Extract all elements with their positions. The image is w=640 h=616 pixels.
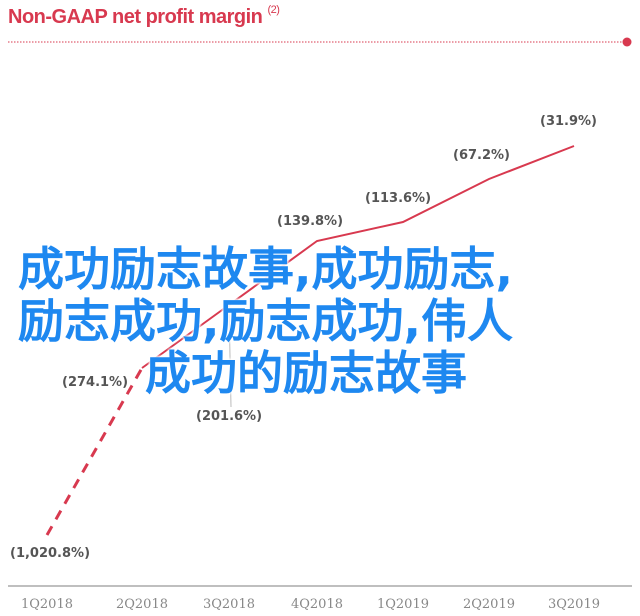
x-tick-label: 2Q2018 <box>116 597 168 612</box>
title-rule-dot <box>622 37 632 47</box>
x-tick-label: 3Q2018 <box>203 597 255 612</box>
data-label: (1,020.8%) <box>10 546 90 561</box>
data-label: (113.6%) <box>365 191 431 206</box>
series-line <box>141 145 575 369</box>
series-segment-dashed <box>45 367 144 536</box>
x-tick-label: 3Q2019 <box>548 597 600 612</box>
overlay-text-line-2: 励志成功,励志成功,伟人 <box>18 294 513 348</box>
title-text: Non-GAAP net profit margin <box>8 6 263 28</box>
data-label: (67.2%) <box>453 148 510 163</box>
overlay-text-line-3: 成功的励志故事 <box>145 346 467 400</box>
data-label: (31.9%) <box>540 114 597 129</box>
data-label: (201.6%) <box>196 409 262 424</box>
x-tick-label: 2Q2019 <box>463 597 515 612</box>
title-footnote: (2) <box>267 4 280 16</box>
data-label: (139.8%) <box>277 214 343 229</box>
chart-title: Non-GAAP net profit margin (2) <box>8 4 280 29</box>
x-tick-label: 1Q2019 <box>377 597 429 612</box>
data-label-leader <box>228 304 232 408</box>
data-label: (274.1%) <box>62 375 128 390</box>
x-tick-label: 1Q2018 <box>21 597 73 612</box>
overlay-text-line-1: 成功励志故事,成功励志, <box>18 242 513 296</box>
x-tick-label: 4Q2018 <box>291 597 343 612</box>
